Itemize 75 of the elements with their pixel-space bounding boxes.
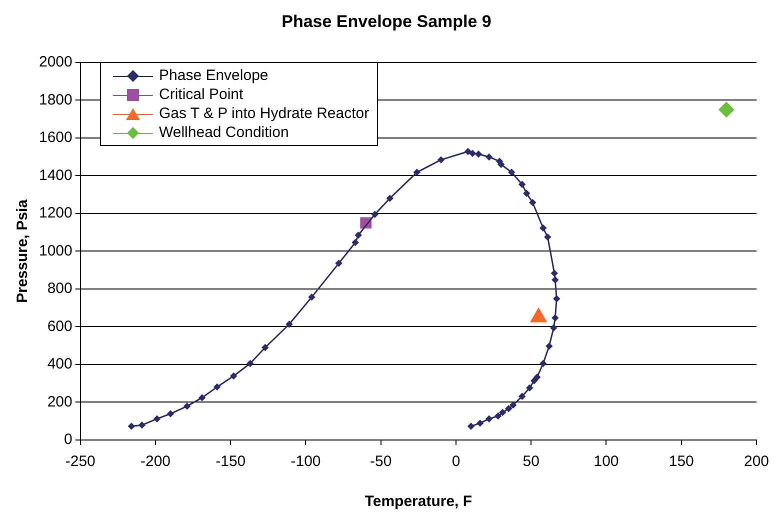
point <box>335 260 342 267</box>
point <box>518 392 526 400</box>
point <box>354 232 362 239</box>
point <box>413 168 421 176</box>
point <box>476 420 484 427</box>
point <box>550 270 558 277</box>
y-tick-label: 2000 <box>38 54 72 71</box>
point <box>138 421 146 429</box>
x-tick-label: 0 <box>452 453 460 470</box>
point <box>509 401 517 409</box>
point <box>166 410 174 418</box>
point <box>494 412 502 420</box>
point <box>485 415 493 422</box>
point <box>526 384 534 392</box>
legend-label: Phase Envelope <box>159 66 268 85</box>
point <box>518 180 526 188</box>
point <box>153 415 161 422</box>
x-tick-label: -250 <box>65 453 96 470</box>
point <box>183 402 191 410</box>
point <box>468 150 476 157</box>
y-tick-label: 1600 <box>38 129 72 146</box>
y-tick-label: 1000 <box>38 242 72 260</box>
legend-label: Critical Point <box>159 85 244 104</box>
point <box>529 198 536 206</box>
y-axis-title: Pressure, Psia <box>14 198 32 303</box>
point <box>508 168 516 176</box>
point <box>467 422 475 430</box>
y-tick-label: 400 <box>47 356 72 373</box>
point <box>498 408 506 416</box>
point <box>553 295 560 302</box>
point <box>540 224 547 232</box>
x-tick-label: 100 <box>594 453 619 470</box>
y-tick-label: 0 <box>64 431 72 448</box>
point <box>546 342 553 350</box>
legend-label: Gas T & P into Hydrate Reactor <box>159 104 370 123</box>
point <box>352 238 359 246</box>
y-tick-label: 1800 <box>38 91 72 108</box>
point <box>464 148 472 156</box>
point <box>213 383 221 391</box>
point <box>504 405 512 412</box>
point <box>246 360 254 368</box>
point <box>552 276 559 284</box>
y-tick-label: 1400 <box>38 166 72 184</box>
x-tick-label: -50 <box>370 453 392 470</box>
point <box>540 360 547 368</box>
point <box>198 394 206 402</box>
point <box>286 320 293 328</box>
x-tick-label: 200 <box>744 453 769 470</box>
x-tick-label: 50 <box>522 453 540 470</box>
point <box>308 293 316 301</box>
point <box>523 190 530 198</box>
point <box>262 344 269 352</box>
x-tick-label: 150 <box>668 453 694 470</box>
point <box>544 233 552 241</box>
x-tick-label: -100 <box>290 453 321 470</box>
y-tick-label: 600 <box>47 318 72 335</box>
point <box>530 377 538 384</box>
y-tick-label: 800 <box>47 280 72 298</box>
legend-label: Wellhead Condition <box>159 123 289 142</box>
point <box>437 156 445 164</box>
x-tick-label: -200 <box>140 453 171 470</box>
point <box>474 150 482 158</box>
chart-title: Phase Envelope Sample 9 <box>282 12 492 31</box>
point <box>128 422 136 430</box>
point <box>371 210 378 218</box>
x-tick-label: -150 <box>216 453 246 470</box>
y-tick-label: 200 <box>47 393 72 410</box>
point <box>718 102 734 118</box>
x-axis-title: Temperature, F <box>364 493 472 510</box>
point <box>230 372 238 380</box>
y-tick-label: 1200 <box>38 204 72 222</box>
point <box>386 194 394 202</box>
point <box>552 314 559 322</box>
point <box>550 324 558 332</box>
point <box>485 153 493 161</box>
